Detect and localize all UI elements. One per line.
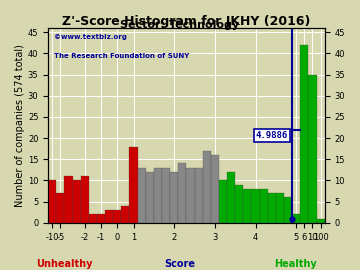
Text: 4.9886: 4.9886 — [256, 131, 288, 140]
Bar — [113, 210, 121, 223]
Bar — [211, 155, 219, 223]
Bar — [227, 172, 235, 223]
Text: Sector: Technology: Sector: Technology — [121, 20, 239, 30]
Bar — [268, 193, 276, 223]
Bar — [186, 168, 194, 223]
Bar — [105, 210, 113, 223]
Bar — [162, 168, 170, 223]
Bar — [146, 172, 154, 223]
Bar — [243, 189, 251, 223]
Bar — [138, 168, 146, 223]
Bar — [235, 185, 243, 223]
Bar — [251, 189, 260, 223]
Bar — [284, 197, 292, 223]
Bar — [121, 206, 130, 223]
Bar — [316, 218, 325, 223]
Bar — [203, 151, 211, 223]
Bar — [130, 147, 138, 223]
Text: The Research Foundation of SUNY: The Research Foundation of SUNY — [54, 53, 189, 59]
Bar — [154, 168, 162, 223]
Bar — [178, 164, 186, 223]
Bar — [309, 75, 316, 223]
Bar — [276, 193, 284, 223]
Bar — [89, 214, 97, 223]
Text: ©www.textbiz.org: ©www.textbiz.org — [54, 34, 126, 40]
Title: Z'-Score Histogram for JKHY (2016): Z'-Score Histogram for JKHY (2016) — [62, 15, 311, 28]
Bar — [194, 168, 203, 223]
Bar — [292, 214, 300, 223]
Bar — [72, 180, 81, 223]
Bar — [219, 180, 227, 223]
Bar — [300, 45, 309, 223]
Y-axis label: Number of companies (574 total): Number of companies (574 total) — [15, 44, 25, 207]
Bar — [260, 189, 268, 223]
Text: Healthy: Healthy — [274, 259, 316, 269]
Bar — [64, 176, 72, 223]
Bar — [170, 172, 178, 223]
Text: Score: Score — [165, 259, 195, 269]
Bar — [56, 193, 64, 223]
Bar — [48, 180, 56, 223]
Bar — [81, 176, 89, 223]
Bar — [97, 214, 105, 223]
Text: Unhealthy: Unhealthy — [37, 259, 93, 269]
